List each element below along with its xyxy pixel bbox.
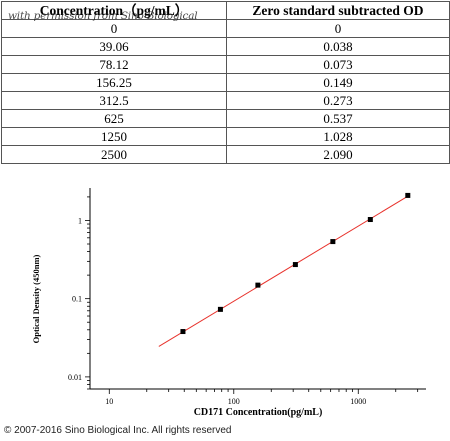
- table-row: 39.06 0.038: [1, 37, 450, 56]
- cell-od: 0.273: [226, 91, 450, 110]
- table-row: 156.25 0.149: [1, 73, 450, 92]
- table-header-row: Concentration（pg/mL） Zero standard subtr…: [1, 1, 450, 20]
- cell-concentration: 625: [1, 109, 227, 128]
- standard-curve-table: Concentration（pg/mL） Zero standard subtr…: [1, 1, 450, 164]
- x-tick-label: 1000: [350, 397, 366, 406]
- table-row: 78.12 0.073: [1, 55, 450, 74]
- cell-od: 0.537: [226, 109, 450, 128]
- cell-concentration: 312.5: [1, 91, 227, 110]
- x-tick-label: 10: [105, 397, 113, 406]
- data-point: [217, 306, 223, 312]
- x-tick-label: 100: [228, 397, 240, 406]
- chart-ticks: 10 100 1000 1 0.1 0.01: [68, 196, 419, 406]
- cell-concentration: 78.12: [1, 55, 227, 74]
- cell-concentration: 0: [1, 19, 227, 38]
- cell-od: 2.090: [226, 145, 450, 164]
- cell-od: 0.038: [226, 37, 450, 56]
- header-od: Zero standard subtracted OD: [226, 1, 450, 20]
- header-concentration: Concentration（pg/mL）: [1, 1, 227, 20]
- data-point: [367, 217, 373, 223]
- cell-concentration: 2500: [1, 145, 227, 164]
- cell-concentration: 39.06: [1, 37, 227, 56]
- cell-concentration: 1250: [1, 127, 227, 146]
- data-point: [180, 329, 186, 335]
- table-row: 312.5 0.273: [1, 91, 450, 110]
- y-tick-label: 0.01: [68, 373, 82, 382]
- y-tick-label: 1: [78, 216, 82, 225]
- copyright-text: © 2007-2016 Sino Biological Inc. All rig…: [4, 425, 232, 436]
- cell-od: 0.149: [226, 73, 450, 92]
- y-axis-label: Optical Density (450nm): [31, 254, 41, 343]
- data-points: [180, 192, 411, 335]
- cell-concentration: 156.25: [1, 73, 227, 92]
- data-point: [292, 262, 298, 268]
- chart-axes: [89, 188, 426, 390]
- standard-curve-chart: 10 100 1000 1 0.1 0.01 CD171 Concentration(pg…: [31, 188, 426, 418]
- cell-od: 1.028: [226, 127, 450, 146]
- y-tick-label: 0.1: [72, 295, 82, 304]
- data-point: [255, 282, 261, 288]
- table-row: 1250 1.028: [1, 127, 450, 146]
- table-row: 2500 2.090: [1, 145, 450, 164]
- data-point: [405, 192, 411, 198]
- cell-od: 0.073: [226, 55, 450, 74]
- table-row: 625 0.537: [1, 109, 450, 128]
- data-point: [330, 239, 336, 245]
- x-axis-label: CD171 Concentration(pg/mL): [194, 407, 323, 418]
- cell-od: 0: [226, 19, 450, 38]
